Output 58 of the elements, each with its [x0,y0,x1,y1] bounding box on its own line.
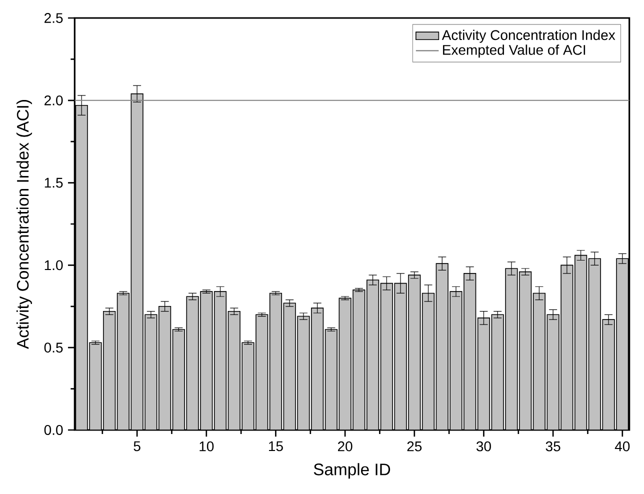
bar [242,342,254,430]
bar [172,329,185,430]
bar [228,310,240,430]
bar [116,292,130,430]
bar [311,308,324,430]
x-tick-label: 40 [614,441,630,452]
bar [505,268,518,430]
bar [436,263,448,430]
bar [76,105,88,430]
bar [366,280,380,430]
legend-label: Activity Concentration Index [442,30,616,43]
bar [324,329,338,430]
bar [560,264,574,430]
legend-label: Exempted Value of ACI [443,44,586,58]
bar [394,282,407,430]
bar [130,93,144,430]
bar [532,292,546,430]
bar [464,273,476,430]
x-tick-label: 35 [546,441,560,452]
bar [450,291,462,430]
bar [269,292,282,430]
y-tick-label: 0.0 [44,425,63,435]
bar [422,292,435,430]
bar [616,258,629,430]
bar [546,314,560,430]
bar [519,272,532,430]
y-tick-label: 2.5 [44,13,63,23]
y-tick-label: 0.5 [44,342,63,353]
x-tick-label: 30 [476,441,491,452]
bar [89,342,102,430]
bar [408,274,421,430]
bar [200,291,213,430]
x-tick-label: 20 [338,441,352,452]
bar [380,282,393,430]
bar [186,296,199,430]
bar [491,314,504,430]
bar [297,316,310,430]
bar [256,314,268,430]
bar [214,291,227,430]
bar [158,306,172,430]
y-tick-label: 1.5 [44,178,63,188]
x-tick-label: 10 [200,441,214,452]
y-tick-label: 1.0 [44,260,63,270]
x-tick-label: 5 [134,441,140,452]
bar [103,310,116,430]
bar [338,298,352,430]
x-axis-title: Sample ID [314,463,390,479]
bar [602,319,615,430]
bar [283,302,296,430]
x-tick-label: 15 [269,441,283,452]
bar [352,290,366,430]
y-tick-label: 2.0 [44,95,63,106]
bar [144,314,158,430]
x-tick-label: 25 [407,441,422,452]
y-axis-title: Activity Concentration Index (ACI) [16,100,32,350]
bar [574,254,588,430]
bar [588,258,601,430]
bar [477,318,490,430]
